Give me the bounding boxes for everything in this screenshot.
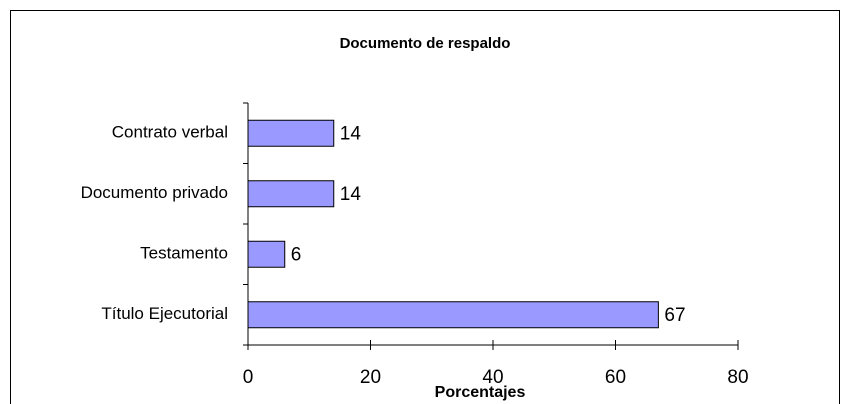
y-tick-label: Testamento	[140, 244, 228, 263]
data-label: 6	[291, 244, 302, 265]
bar	[247, 301, 659, 329]
x-tick-label: 80	[727, 367, 748, 388]
data-label: 14	[340, 184, 362, 205]
x-tick-label: 0	[243, 367, 254, 388]
x-axis-label: Porcentajes	[435, 384, 526, 401]
x-tick-label: 40	[482, 367, 503, 388]
bar	[247, 240, 286, 268]
y-tick-label: Contrato verbal	[112, 123, 228, 142]
x-tick-label: 60	[605, 367, 626, 388]
data-label: 14	[340, 123, 362, 144]
data-label: 67	[664, 305, 685, 326]
y-tick-label: Título Ejecutorial	[101, 304, 228, 323]
bar	[247, 119, 335, 147]
chart-border	[10, 10, 840, 404]
bar	[247, 180, 335, 208]
y-tick-label: Documento privado	[81, 183, 228, 202]
chart-title: Documento de respaldo	[340, 35, 511, 52]
x-tick-label: 20	[360, 367, 381, 388]
